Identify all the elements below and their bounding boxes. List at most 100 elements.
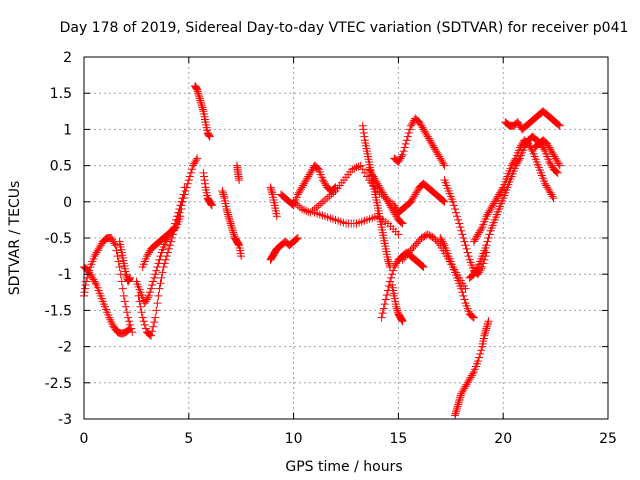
data-point xyxy=(456,223,465,232)
data-point xyxy=(368,170,377,179)
data-point xyxy=(193,87,202,96)
data-point xyxy=(85,268,94,277)
data-point xyxy=(224,212,233,221)
data-point xyxy=(397,218,406,227)
data-point xyxy=(548,148,557,157)
data-point xyxy=(388,270,397,279)
data-point xyxy=(96,241,105,250)
data-point xyxy=(436,154,445,163)
data-point xyxy=(226,219,235,228)
data-point xyxy=(467,371,476,380)
data-point xyxy=(454,398,463,407)
data-point xyxy=(393,306,402,315)
data-point xyxy=(112,246,121,255)
data-point xyxy=(462,380,471,389)
data-point xyxy=(452,208,461,217)
data-point xyxy=(206,199,215,208)
data-point xyxy=(180,183,189,192)
data-point xyxy=(90,277,99,286)
data-point xyxy=(513,118,522,127)
data-point xyxy=(406,121,415,130)
y-tick-label: -1 xyxy=(58,267,72,283)
data-point xyxy=(406,197,415,206)
data-point xyxy=(454,400,463,409)
data-point xyxy=(469,237,478,246)
data-point xyxy=(82,277,91,286)
data-point xyxy=(419,262,428,271)
data-point xyxy=(121,302,130,311)
data-point xyxy=(329,188,338,197)
data-point xyxy=(460,384,469,393)
data-point xyxy=(543,139,552,148)
data-point xyxy=(432,147,441,156)
data-point xyxy=(147,284,156,293)
data-point xyxy=(382,195,391,204)
data-point xyxy=(360,132,369,141)
data-point xyxy=(119,291,128,300)
series-track-q xyxy=(365,165,407,228)
data-point xyxy=(398,150,407,159)
data-point xyxy=(395,156,404,165)
data-point xyxy=(143,293,152,302)
x-axis-label: GPS time / hours xyxy=(285,459,402,475)
data-point xyxy=(142,252,151,261)
data-point xyxy=(435,152,444,161)
data-point xyxy=(138,313,147,322)
data-point xyxy=(171,224,180,233)
data-point xyxy=(477,224,486,233)
data-point xyxy=(92,248,101,257)
data-point xyxy=(553,119,562,128)
data-point xyxy=(140,299,149,308)
data-point xyxy=(456,393,465,402)
data-point xyxy=(323,194,332,203)
data-point xyxy=(299,181,308,190)
data-point xyxy=(348,165,357,174)
data-point xyxy=(321,179,330,188)
data-point xyxy=(296,185,305,194)
data-point xyxy=(458,230,467,239)
data-point xyxy=(448,197,457,206)
data-point xyxy=(464,376,473,385)
y-tick-label: 1 xyxy=(63,122,72,138)
data-point xyxy=(147,331,156,340)
data-point xyxy=(137,308,146,317)
data-point xyxy=(207,200,216,209)
data-point xyxy=(146,330,155,339)
data-point xyxy=(151,313,160,322)
data-point xyxy=(484,208,493,217)
series-track-o xyxy=(310,208,403,239)
y-axis-label: SDTVAR / TECUs xyxy=(7,181,23,296)
data-point xyxy=(293,234,302,242)
data-point xyxy=(193,85,202,94)
x-tick-label: 5 xyxy=(184,431,193,447)
data-point xyxy=(186,168,195,177)
series-track-ab xyxy=(501,107,564,134)
data-point xyxy=(223,206,232,215)
data-point xyxy=(428,141,437,150)
data-point xyxy=(483,320,492,329)
y-tick-label: 2 xyxy=(63,50,72,66)
data-point xyxy=(549,194,558,203)
data-point xyxy=(547,161,556,170)
data-point xyxy=(474,357,483,366)
data-point xyxy=(197,101,206,110)
data-point xyxy=(457,284,466,293)
series-track-ac xyxy=(530,136,564,170)
data-point xyxy=(463,378,472,387)
data-point xyxy=(292,234,301,243)
data-point xyxy=(327,190,336,199)
data-point xyxy=(370,174,379,183)
data-point xyxy=(304,207,313,216)
data-point xyxy=(115,262,124,271)
data-point xyxy=(489,199,498,208)
data-point xyxy=(480,331,489,340)
data-point xyxy=(438,157,447,166)
series-track-b xyxy=(80,262,135,338)
data-point xyxy=(176,212,185,221)
data-point xyxy=(190,159,199,168)
data-point xyxy=(168,234,177,242)
data-point xyxy=(159,262,168,271)
data-point xyxy=(485,206,494,215)
y-tick-label: -2 xyxy=(58,340,72,356)
